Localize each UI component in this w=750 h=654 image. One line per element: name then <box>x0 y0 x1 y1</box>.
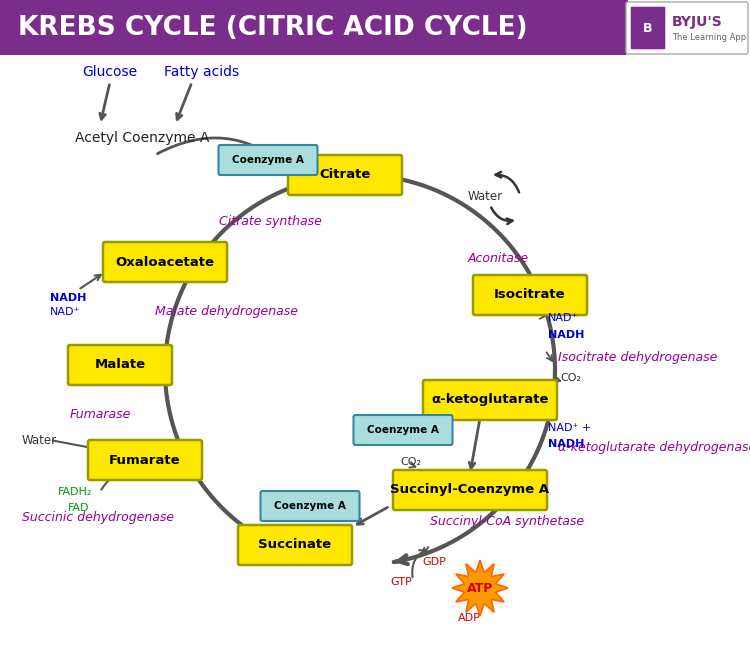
Text: NAD⁺ +: NAD⁺ + <box>548 423 591 433</box>
Text: Citrate: Citrate <box>320 169 370 182</box>
FancyBboxPatch shape <box>238 525 352 565</box>
Text: NADH: NADH <box>548 439 584 449</box>
Text: GTP: GTP <box>390 577 412 587</box>
Text: Acetyl Coenzyme A: Acetyl Coenzyme A <box>75 131 209 145</box>
FancyBboxPatch shape <box>68 345 172 385</box>
Text: Succinic dehydrogenase: Succinic dehydrogenase <box>22 511 174 523</box>
Text: FAD: FAD <box>68 503 89 513</box>
Text: Citrate synthase: Citrate synthase <box>218 216 322 228</box>
FancyBboxPatch shape <box>88 440 202 480</box>
Text: Glucose: Glucose <box>82 65 137 79</box>
Text: The Learning App: The Learning App <box>672 33 746 43</box>
FancyBboxPatch shape <box>218 145 317 175</box>
Text: NAD⁺: NAD⁺ <box>548 313 578 323</box>
FancyBboxPatch shape <box>626 2 748 54</box>
Text: Water: Water <box>468 190 503 203</box>
FancyBboxPatch shape <box>473 275 587 315</box>
Text: Coenzyme A: Coenzyme A <box>367 425 439 435</box>
FancyBboxPatch shape <box>630 6 666 50</box>
Text: GDP: GDP <box>422 557 445 567</box>
Text: α-ketoglutarate: α-ketoglutarate <box>431 394 549 407</box>
Text: α-ketoglutarate dehydrogenase: α-ketoglutarate dehydrogenase <box>558 441 750 455</box>
Text: Malate dehydrogenase: Malate dehydrogenase <box>155 305 298 318</box>
FancyBboxPatch shape <box>393 470 547 510</box>
Text: ADP: ADP <box>458 613 481 623</box>
Text: Coenzyme A: Coenzyme A <box>232 155 304 165</box>
Text: KREBS CYCLE (CITRIC ACID CYCLE): KREBS CYCLE (CITRIC ACID CYCLE) <box>18 15 528 41</box>
Text: NAD⁺: NAD⁺ <box>50 307 80 317</box>
Text: CO₂: CO₂ <box>400 457 421 467</box>
Text: B: B <box>644 22 652 35</box>
Text: Isocitrate: Isocitrate <box>494 288 566 301</box>
Text: Succinyl-CoA synthetase: Succinyl-CoA synthetase <box>430 515 584 528</box>
FancyBboxPatch shape <box>260 491 359 521</box>
Text: CO₂: CO₂ <box>560 373 581 383</box>
FancyBboxPatch shape <box>288 155 402 195</box>
FancyBboxPatch shape <box>103 242 227 282</box>
Text: Fumarate: Fumarate <box>110 453 181 466</box>
Text: ATP: ATP <box>466 581 494 594</box>
Text: Succinyl-Coenzyme A: Succinyl-Coenzyme A <box>391 483 550 496</box>
Text: Oxaloacetate: Oxaloacetate <box>116 256 214 269</box>
FancyBboxPatch shape <box>353 415 452 445</box>
FancyBboxPatch shape <box>423 380 557 420</box>
Text: Water: Water <box>22 434 57 447</box>
Text: Aconitase: Aconitase <box>468 252 530 264</box>
Text: Fatty acids: Fatty acids <box>164 65 239 79</box>
Text: NADH: NADH <box>548 330 584 340</box>
Text: FADH₂: FADH₂ <box>58 487 92 497</box>
FancyBboxPatch shape <box>0 0 628 55</box>
Text: Malate: Malate <box>94 358 146 371</box>
Text: Isocitrate dehydrogenase: Isocitrate dehydrogenase <box>558 351 717 364</box>
Text: Coenzyme A: Coenzyme A <box>274 501 346 511</box>
Text: Fumarase: Fumarase <box>69 409 130 421</box>
Text: NADH: NADH <box>50 293 86 303</box>
Text: Succinate: Succinate <box>259 538 332 551</box>
Text: BYJU'S: BYJU'S <box>672 15 723 29</box>
Polygon shape <box>452 560 508 616</box>
